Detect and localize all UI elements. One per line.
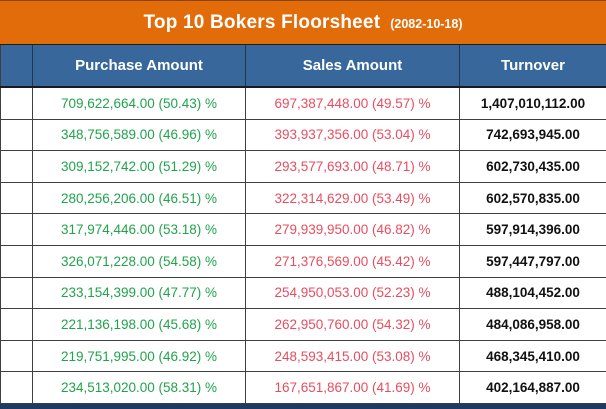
table-row: 309,152,742.00 (51.29) % 293,577,693.00 … bbox=[0, 151, 606, 183]
sales-amount-cell: 393,937,356.00 (53.04) % bbox=[245, 119, 459, 151]
purchase-amount-cell: 221,136,198.00 (45.68) % bbox=[32, 309, 245, 340]
index-cell bbox=[0, 340, 32, 372]
index-cell bbox=[0, 119, 32, 151]
sales-amount-cell: 322,314,629.00 (53.49) % bbox=[245, 182, 459, 214]
purchase-amount-cell: 317,974,446.00 (53.18) % bbox=[32, 214, 245, 245]
table-row: 348,756,589.00 (46.96) % 393,937,356.00 … bbox=[0, 119, 606, 152]
index-cell bbox=[0, 88, 32, 119]
table-row: 219,751,995.00 (46.92) % 248,593,415.00 … bbox=[0, 340, 606, 373]
sales-amount-cell: 293,577,693.00 (48.71) % bbox=[245, 151, 459, 182]
purchase-amount-cell: 309,152,742.00 (51.29) % bbox=[32, 151, 245, 182]
title-bar: Top 10 Bokers Floorsheet (2082-10-18) bbox=[0, 0, 606, 45]
turnover-cell: 597,914,396.00 bbox=[459, 214, 606, 245]
table-header-row: Purchase Amount Sales Amount Turnover bbox=[0, 45, 606, 88]
index-cell bbox=[0, 182, 32, 214]
header-cell-turnover: Turnover bbox=[459, 45, 606, 86]
table-row: 221,136,198.00 (45.68) % 262,950,760.00 … bbox=[0, 309, 606, 341]
sales-amount-cell: 248,593,415.00 (53.08) % bbox=[245, 340, 459, 372]
purchase-amount-cell: 219,751,995.00 (46.92) % bbox=[32, 340, 245, 372]
sales-amount-cell: 279,939,950.00 (46.82) % bbox=[245, 214, 459, 245]
table-row: 326,071,228.00 (54.58) % 271,376,569.00 … bbox=[0, 245, 606, 278]
turnover-cell: 602,730,435.00 bbox=[459, 151, 606, 182]
title-date: (2082-10-18) bbox=[390, 16, 463, 31]
purchase-amount-cell: 709,622,664.00 (50.43) % bbox=[32, 88, 245, 119]
turnover-cell: 484,086,958.00 bbox=[459, 309, 606, 340]
table-row: 709,622,664.00 (50.43) % 697,387,448.00 … bbox=[0, 88, 606, 120]
turnover-cell: 597,447,797.00 bbox=[459, 245, 606, 277]
index-cell bbox=[0, 151, 32, 182]
table-row: 280,256,206.00 (46.51) % 322,314,629.00 … bbox=[0, 182, 606, 215]
index-cell bbox=[0, 277, 32, 309]
purchase-amount-cell: 233,154,399.00 (47.77) % bbox=[32, 277, 245, 309]
page-title: Top 10 Bokers Floorsheet bbox=[143, 11, 381, 33]
purchase-amount-cell: 348,756,589.00 (46.96) % bbox=[32, 119, 245, 151]
table-row: 234,513,020.00 (58.31) % 167,651,867.00 … bbox=[0, 372, 606, 404]
index-cell bbox=[0, 245, 32, 277]
purchase-amount-cell: 234,513,020.00 (58.31) % bbox=[32, 372, 245, 403]
sales-amount-cell: 271,376,569.00 (45.42) % bbox=[245, 245, 459, 277]
header-cell-purchase-amount: Purchase Amount bbox=[32, 45, 245, 86]
turnover-cell: 468,345,410.00 bbox=[459, 340, 606, 372]
turnover-cell: 1,407,010,112.00 bbox=[459, 88, 606, 119]
sales-amount-cell: 262,950,760.00 (54.32) % bbox=[245, 309, 459, 340]
header-cell-sales-amount: Sales Amount bbox=[245, 45, 459, 86]
sales-amount-cell: 254,950,053.00 (52.23) % bbox=[245, 277, 459, 309]
turnover-cell: 488,104,452.00 bbox=[459, 277, 606, 309]
header-cell-index bbox=[0, 45, 32, 86]
sales-amount-cell: 697,387,448.00 (49.57) % bbox=[245, 88, 459, 119]
title-group: Top 10 Bokers Floorsheet (2082-10-18) bbox=[144, 12, 463, 34]
purchase-amount-cell: 326,071,228.00 (54.58) % bbox=[32, 245, 245, 277]
turnover-cell: 402,164,887.00 bbox=[459, 372, 606, 403]
index-cell bbox=[0, 214, 32, 245]
sales-amount-cell: 167,651,867.00 (41.69) % bbox=[245, 372, 459, 403]
index-cell bbox=[0, 309, 32, 340]
table-row: 317,974,446.00 (53.18) % 279,939,950.00 … bbox=[0, 214, 606, 246]
table-row: 233,154,399.00 (47.77) % 254,950,053.00 … bbox=[0, 277, 606, 310]
turnover-cell: 602,570,835.00 bbox=[459, 182, 606, 214]
table-body: 709,622,664.00 (50.43) % 697,387,448.00 … bbox=[0, 88, 606, 404]
purchase-amount-cell: 280,256,206.00 (46.51) % bbox=[32, 182, 245, 214]
bottom-strip bbox=[0, 404, 606, 409]
turnover-cell: 742,693,945.00 bbox=[459, 119, 606, 151]
index-cell bbox=[0, 372, 32, 403]
